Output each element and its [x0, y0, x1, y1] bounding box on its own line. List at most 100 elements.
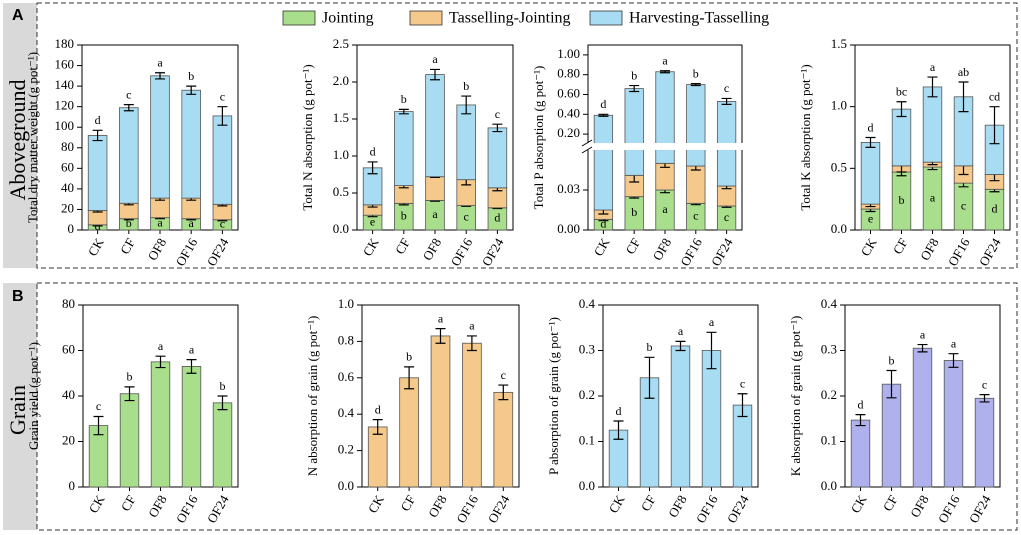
bar [150, 361, 171, 488]
significance-letter: c [495, 107, 500, 121]
error-bar [865, 136, 876, 148]
panel-title: Grain [5, 385, 30, 435]
significance-letter: a [432, 52, 438, 66]
significance-letter: b [406, 350, 412, 364]
significance-letter: c [693, 208, 698, 222]
significance-letter: a [662, 202, 668, 216]
error-bar [186, 359, 197, 374]
significance-letter: a [158, 339, 164, 353]
x-tick-label: CF [622, 235, 643, 256]
x-tick-label: CF [117, 235, 138, 256]
x-tick-label: OF16 [448, 235, 476, 269]
bar [430, 335, 451, 488]
axis-break-mark [581, 139, 593, 147]
error-bar [958, 81, 969, 113]
y-tick-label: 20 [62, 432, 75, 447]
x-tick-label: OF8 [145, 235, 170, 263]
panel-frame [36, 2, 1018, 269]
y-axis-label: P absorption of grain (g pot⁻¹) [546, 317, 561, 475]
y-tick-label: 0.3 [579, 341, 595, 356]
error-bar [430, 68, 440, 81]
error-bar [466, 335, 477, 352]
x-tick-label: OF24 [204, 235, 232, 269]
x-tick-label: OF16 [693, 492, 721, 526]
significance-letter: d [494, 211, 500, 225]
axis-break-mark [581, 146, 593, 154]
significance-letter: a [930, 60, 936, 74]
error-bar [737, 393, 748, 418]
significance-letter: b [126, 216, 132, 230]
y-axis-label: Grain yield (g pot⁻¹) [26, 342, 41, 450]
x-tick-label: CK [848, 492, 870, 516]
error-bar [124, 386, 135, 402]
significance-letter: a [189, 216, 195, 230]
error-bar [675, 340, 686, 352]
y-tick-label: 0.2 [579, 387, 595, 402]
x-tick-label: CF [397, 492, 418, 513]
significance-letter: c [961, 198, 966, 212]
significance-letter: e [370, 214, 375, 228]
significance-letter: d [95, 219, 101, 233]
significance-letter: c [724, 81, 729, 95]
x-tick-label: OF16 [173, 235, 201, 269]
x-tick-label: CK [86, 492, 108, 516]
bar-segment [425, 176, 445, 201]
error-bar [644, 356, 655, 399]
x-tick-label: CK [606, 492, 628, 516]
error-bar [613, 420, 624, 440]
bar [399, 377, 419, 488]
y-tick-label: 80 [62, 296, 75, 311]
x-tick-label: OF16 [945, 235, 973, 269]
y-tick-label: 0.8 [338, 332, 354, 347]
axis-break [580, 143, 744, 150]
y-tick-label: 1.0 [333, 147, 349, 162]
x-tick-label: CF [890, 235, 911, 256]
y-tick-label: 1.0 [831, 98, 847, 113]
y-tick-label: 40 [62, 387, 75, 402]
legend-label: Jointing [322, 10, 374, 27]
y-tick-label: 100 [55, 118, 75, 133]
significance-letter: cd [989, 89, 1000, 103]
x-tick-label: OF24 [724, 492, 752, 526]
significance-letter: ab [958, 65, 969, 79]
y-tick-label: 0.0 [333, 221, 349, 236]
significance-letter: a [678, 324, 684, 338]
significance-letter: d [95, 113, 101, 127]
x-tick-label: OF24 [479, 235, 507, 269]
y-tick-label: 0.2 [338, 442, 354, 457]
bar [701, 350, 722, 488]
significance-letter: b [401, 208, 407, 222]
significance-letter: c [464, 210, 469, 224]
error-bar [186, 85, 197, 95]
significance-letter: a [157, 216, 163, 230]
bar-segment [891, 108, 912, 167]
significance-letter: b [220, 379, 226, 393]
error-bar [706, 331, 717, 370]
x-tick-label: CK [85, 235, 107, 259]
significance-letter: b [127, 370, 133, 384]
bar-segment [181, 197, 201, 220]
x-tick-label: OF8 [145, 492, 170, 520]
y-tick-label: 0.00 [557, 221, 580, 236]
x-tick-label: OF8 [650, 235, 675, 263]
y-tick-label: 2.5 [333, 36, 349, 51]
y-axis-label: Total N absorption (g pot⁻¹) [300, 64, 315, 210]
y-tick-label: 60 [62, 341, 75, 356]
significance-letter: a [469, 319, 475, 333]
significance-letter: a [157, 56, 163, 70]
y-tick-label: 0.4 [821, 296, 838, 311]
significance-letter: d [858, 397, 864, 411]
bar-segment [425, 74, 445, 178]
error-bar [435, 328, 446, 344]
error-bar [123, 104, 134, 112]
significance-letter: a [432, 207, 438, 221]
significance-letter: d [992, 201, 998, 215]
significance-letter: c [982, 377, 987, 391]
y-tick-label: 40 [61, 180, 74, 195]
error-bar [404, 366, 415, 390]
x-tick-label: OF24 [966, 492, 994, 526]
significance-letter: b [401, 92, 407, 106]
x-tick-label: CF [118, 492, 139, 513]
y-tick-label: 0.3 [821, 341, 837, 356]
y-axis-label: Total dry matter weight (g pot⁻¹) [25, 52, 40, 223]
